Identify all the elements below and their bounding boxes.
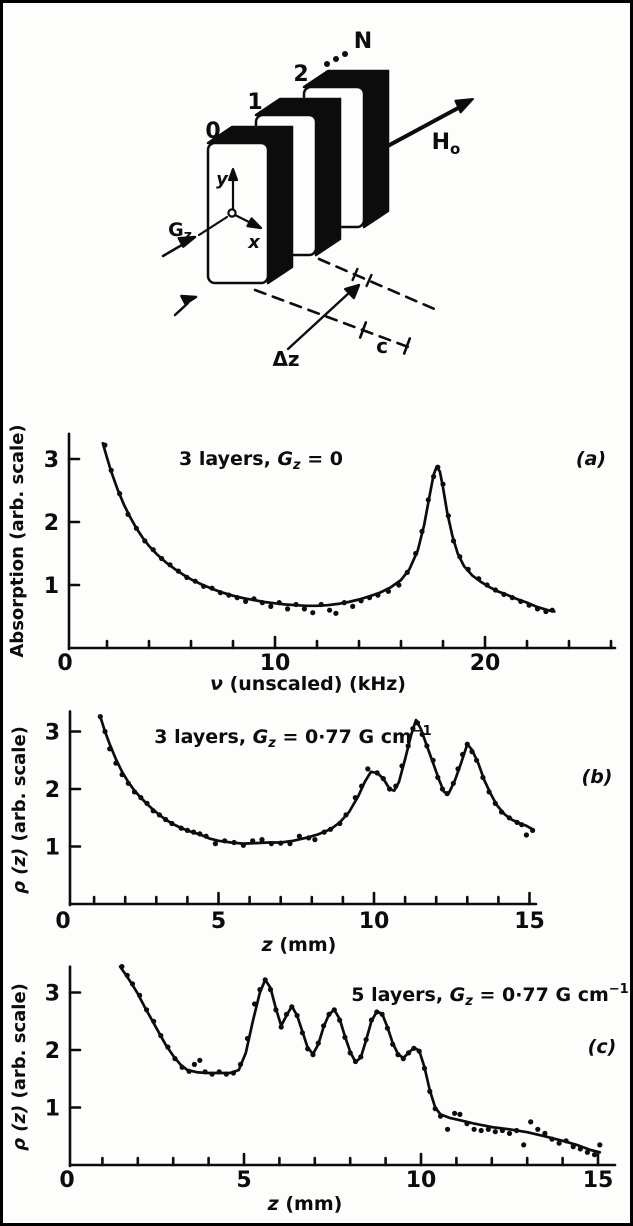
x-tick-label: 0 xyxy=(57,651,72,676)
slab-0-label: 0 xyxy=(205,119,220,144)
panel-label: (c) xyxy=(588,1036,617,1058)
chart-svg-b: 1 2 3 0 5 10 15 3 layers, Gz = 0·77 G cm−1 (b) z … xyxy=(9,710,613,956)
x-tick-label: 0 xyxy=(59,1168,74,1193)
origin-marker xyxy=(227,208,237,218)
x-tick-label: 5 xyxy=(211,909,226,934)
chart-panel-c: 1 2 3 0 5 10 15 5 layers, Gz = 0·77 G cm−1 (c) z … xyxy=(3,963,630,1223)
slab-n-label: N xyxy=(354,29,372,54)
h0-field-label: Ho xyxy=(432,130,461,158)
chart-panel-b: 1 2 3 0 5 10 15 3 layers, Gz = 0·77 G cm−1 (b) z … xyxy=(3,693,630,963)
gz-gradient-label: Gz xyxy=(168,219,192,244)
y-tick-label: 2 xyxy=(44,511,59,536)
x-axis-arrow-icon xyxy=(246,217,263,230)
panel-label: (a) xyxy=(576,448,606,470)
spacing-guides xyxy=(253,257,441,350)
y-tick-label: 3 xyxy=(44,448,59,473)
c-bracket xyxy=(358,321,412,355)
delta-z-label: Δz xyxy=(272,347,299,371)
y-tick-label: 1 xyxy=(45,836,60,861)
y-tick-label: 1 xyxy=(44,574,59,599)
y-tick-label: 3 xyxy=(45,982,60,1007)
trace-line xyxy=(118,965,602,1154)
h0-arrow-icon xyxy=(369,98,474,157)
x-tick-label: 5 xyxy=(236,1168,251,1193)
slab-2-label: 2 xyxy=(293,62,308,87)
data-points xyxy=(102,442,555,616)
data-points xyxy=(119,964,603,1158)
y-axis-title: ρ (z) (arb. scale) xyxy=(9,983,30,1151)
axes xyxy=(67,432,617,651)
layers-annotation: 3 layers, Gz = 0·77 G cm−1 xyxy=(154,724,431,751)
x-axis-title: z (mm) xyxy=(261,934,337,956)
slab-diagram-section: 0 1 2 N Ho Gz y x Δz c xyxy=(3,3,630,399)
axes xyxy=(68,710,538,907)
layers-annotation: 3 layers, Gz = 0 xyxy=(179,448,343,473)
ellipsis-dots-icon xyxy=(324,51,348,67)
x-tick-label: 10 xyxy=(359,909,390,934)
x-axis-label: x xyxy=(247,232,261,253)
x-tick-label: 20 xyxy=(470,651,501,676)
chart-panel-a: 1 2 3 0 10 20 3 layers, Gz = 0 (a) ν (unscaled) … xyxy=(3,399,630,693)
chart-svg-a: 1 2 3 0 10 20 3 layers, Gz = 0 (a) ν (unscaled) … xyxy=(7,424,617,693)
x-tick-label: 0 xyxy=(55,909,70,934)
axes xyxy=(68,965,617,1168)
slab-diagram: 0 1 2 N Ho Gz y x Δz c xyxy=(161,29,474,371)
y-axis-arrow-icon xyxy=(227,167,239,182)
delta-z-arrow-icon xyxy=(286,283,361,351)
slab-0 xyxy=(206,125,294,285)
panel-label: (b) xyxy=(582,766,613,788)
x-tick-label: 10 xyxy=(406,1168,437,1193)
y-tick-label: 3 xyxy=(45,721,60,746)
delta-z-ticks xyxy=(351,267,373,288)
y-tick-label: 1 xyxy=(45,1097,60,1122)
y-tick-label: 2 xyxy=(45,778,60,803)
x-tick-label: 15 xyxy=(514,909,545,934)
x-tick-label: 10 xyxy=(260,651,291,676)
y-tick-label: 2 xyxy=(45,1039,60,1064)
coordinate-axes xyxy=(197,167,263,237)
y-axis-title: ρ (z) (arb. scale) xyxy=(9,726,30,894)
y-axis-label: y xyxy=(216,169,229,190)
gz-arrow-icon xyxy=(161,235,198,317)
c-spacing-label: c xyxy=(376,334,388,358)
x-tick-label: 15 xyxy=(583,1168,614,1193)
data-points xyxy=(97,714,536,848)
x-axis-title: ν (unscaled) (kHz) xyxy=(210,673,406,693)
layers-annotation: 5 layers, Gz = 0·77 G cm−1 xyxy=(351,982,628,1009)
x-axis-title: z (mm) xyxy=(267,1193,343,1215)
slab-1-label: 1 xyxy=(247,90,262,115)
chart-svg-c: 1 2 3 0 5 10 15 5 layers, Gz = 0·77 G cm−1 (c) z … xyxy=(9,964,629,1215)
y-axis-title: Absorption (arb. scale) xyxy=(7,424,28,657)
